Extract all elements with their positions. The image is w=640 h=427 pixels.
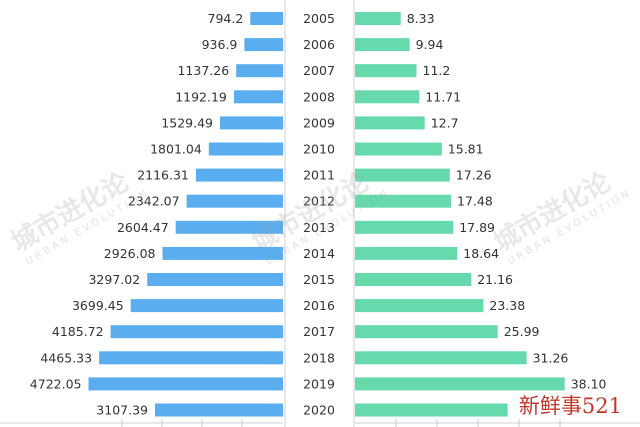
left-bar <box>244 38 283 52</box>
year-label: 2009 <box>303 115 335 130</box>
left-bar-value-label: 3699.45 <box>72 298 124 313</box>
right-bar <box>355 273 472 286</box>
right-bar-value-label: 25.99 <box>504 324 540 339</box>
right-bar-value-label: 21.16 <box>477 272 513 287</box>
left-bar <box>195 168 283 182</box>
right-bar-value-label: 17.26 <box>456 168 492 183</box>
left-bar <box>147 273 283 286</box>
right-bar-value-label: 8.33 <box>407 11 435 26</box>
left-bar <box>186 194 283 208</box>
left-bar-value-label: 3297.02 <box>88 272 140 287</box>
left-bar-value-label: 936.9 <box>202 37 238 52</box>
right-bar <box>355 90 420 104</box>
right-bar <box>355 12 401 25</box>
right-bar <box>355 168 450 182</box>
year-label: 2008 <box>303 89 335 104</box>
left-bar-value-label: 2604.47 <box>117 220 169 235</box>
right-bar <box>355 246 458 260</box>
year-label: 2005 <box>303 11 335 26</box>
left-bar <box>130 299 283 313</box>
left-bar <box>99 351 283 365</box>
year-label: 2018 <box>303 350 335 365</box>
watermark-stamp: 新鲜事521 <box>514 393 626 419</box>
year-label: 2012 <box>303 194 335 209</box>
left-bar <box>155 403 283 417</box>
year-label: 2014 <box>303 246 335 261</box>
left-bar-value-label: 1801.04 <box>150 142 202 157</box>
right-bar-value-label: 15.81 <box>448 142 484 157</box>
right-bar <box>355 38 410 52</box>
right-bar-value-label: 23.38 <box>489 298 525 313</box>
year-label: 2019 <box>303 376 335 391</box>
right-bar-value-label: 11.2 <box>423 63 451 78</box>
year-label: 2010 <box>303 142 335 157</box>
left-bar <box>250 12 283 25</box>
year-label: 2006 <box>303 37 335 52</box>
left-bar-value-label: 4465.33 <box>40 350 92 365</box>
right-bar <box>355 142 442 156</box>
right-bar-value-label: 17.48 <box>457 194 493 209</box>
right-bar <box>355 194 451 208</box>
right-bar-value-label: 9.94 <box>416 37 444 52</box>
left-bar <box>110 325 283 339</box>
right-bar <box>355 377 565 391</box>
right-bar <box>355 220 454 234</box>
left-bar-value-label: 4722.05 <box>30 376 82 391</box>
year-label: 2015 <box>303 272 335 287</box>
right-bar-value-label: 11.71 <box>425 89 461 104</box>
left-bar-value-label: 794.2 <box>208 11 244 26</box>
left-bar-value-label: 1192.19 <box>175 89 227 104</box>
right-bar <box>355 325 498 339</box>
year-label: 2013 <box>303 220 335 235</box>
left-bar <box>208 142 283 156</box>
right-bar <box>355 403 508 417</box>
left-bar <box>175 220 283 234</box>
right-bar-value-label: 18.64 <box>463 246 499 261</box>
left-bar-value-label: 1529.49 <box>161 115 213 130</box>
right-bar-value-label: 38.10 <box>571 376 607 391</box>
left-bar <box>220 116 283 130</box>
year-label: 2007 <box>303 63 335 78</box>
right-bar-value-label: 17.89 <box>459 220 495 235</box>
right-bar-value-label: 12.7 <box>431 115 459 130</box>
left-bar <box>88 377 283 391</box>
year-label: 2016 <box>303 298 335 313</box>
year-label: 2020 <box>303 403 335 418</box>
left-bar-value-label: 2116.31 <box>137 168 189 183</box>
left-bar-value-label: 1137.26 <box>177 63 229 78</box>
left-bar <box>233 90 283 104</box>
left-bar-value-label: 2342.07 <box>128 194 180 209</box>
right-bar <box>355 64 417 78</box>
right-bar <box>355 116 425 130</box>
left-bar <box>162 246 283 260</box>
year-label: 2011 <box>303 168 335 183</box>
left-bar-value-label: 2926.08 <box>104 246 156 261</box>
left-bar-value-label: 3107.39 <box>96 403 148 418</box>
year-label: 2017 <box>303 324 335 339</box>
right-bar <box>355 299 484 313</box>
right-bar <box>355 351 527 365</box>
left-bar-value-label: 4185.72 <box>52 324 104 339</box>
left-bar <box>236 64 283 78</box>
right-bar-value-label: 31.26 <box>533 350 569 365</box>
